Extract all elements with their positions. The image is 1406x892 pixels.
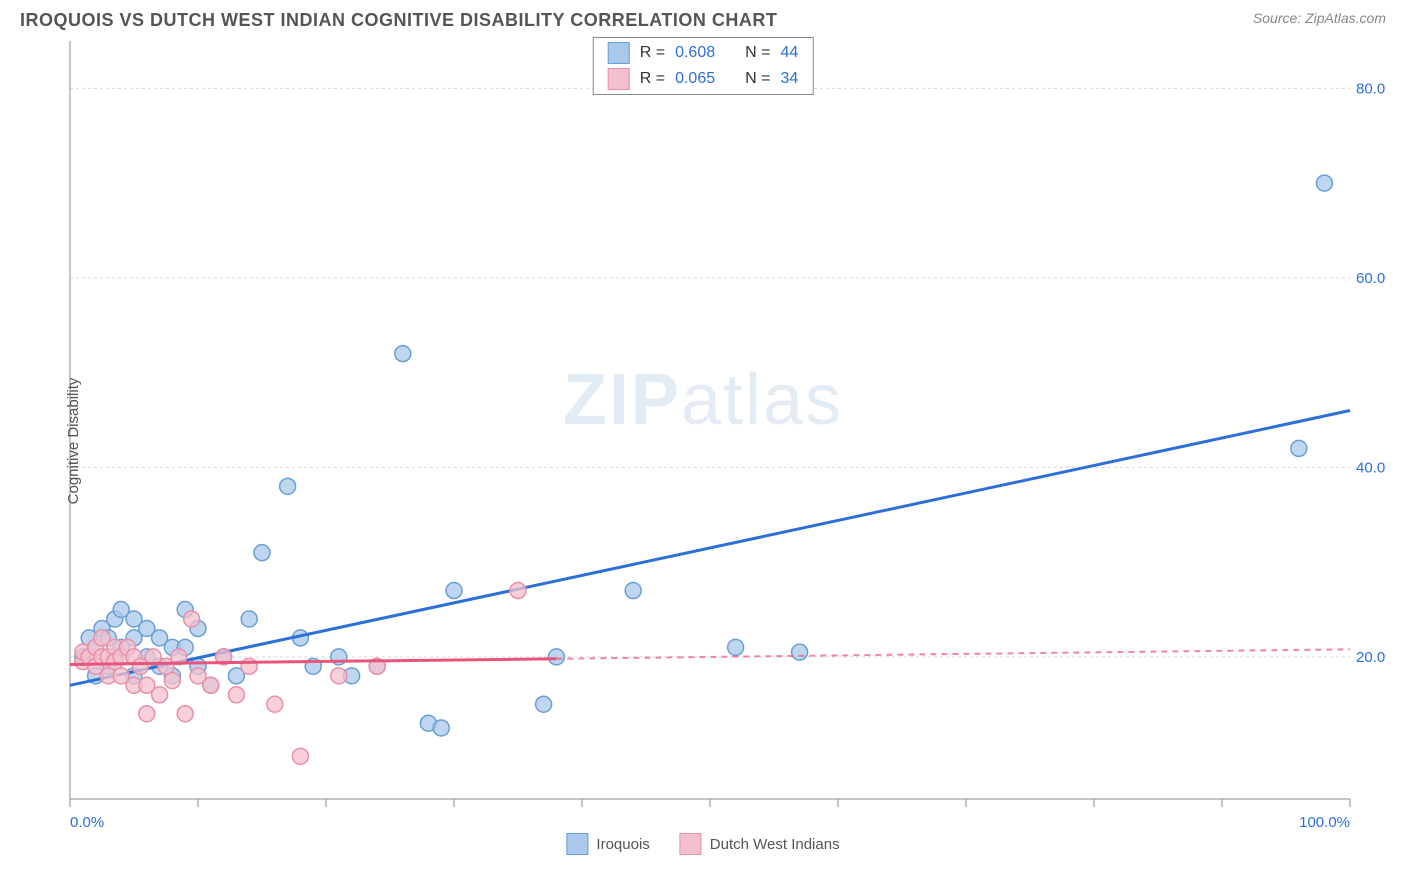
y-tick-label: 80.0% bbox=[1356, 80, 1386, 97]
data-point bbox=[267, 696, 283, 712]
data-point bbox=[254, 545, 270, 561]
y-tick-label: 20.0% bbox=[1356, 649, 1386, 666]
data-point bbox=[184, 611, 200, 627]
n-label: N = bbox=[745, 70, 770, 88]
series-legend-label: Dutch West Indians bbox=[710, 836, 840, 853]
stats-legend-row: R = 0.065 N = 34 bbox=[594, 66, 813, 92]
data-point bbox=[625, 583, 641, 599]
scatter-plot-svg: 0.0% 100.0% 20.0% 40.0% 60.0% 80.0% bbox=[20, 31, 1386, 851]
r-value: 0.065 bbox=[675, 70, 715, 88]
n-value: 44 bbox=[780, 44, 798, 62]
series-legend-item: Iroquois bbox=[566, 833, 649, 855]
n-value: 34 bbox=[780, 70, 798, 88]
data-point bbox=[280, 478, 296, 494]
data-point bbox=[446, 583, 462, 599]
data-point bbox=[292, 748, 308, 764]
y-tick-label: 60.0% bbox=[1356, 270, 1386, 287]
legend-swatch bbox=[608, 42, 630, 64]
series-legend-item: Dutch West Indians bbox=[680, 833, 840, 855]
r-value: 0.608 bbox=[675, 44, 715, 62]
data-point bbox=[164, 673, 180, 689]
legend-swatch bbox=[608, 68, 630, 90]
stats-legend-row: R = 0.608 N = 44 bbox=[594, 40, 813, 66]
data-point bbox=[228, 687, 244, 703]
chart-area: Cognitive Disability ZIPatlas 0.0%100.0%… bbox=[20, 31, 1386, 851]
x-tick-label: 100.0% bbox=[1299, 814, 1350, 831]
legend-swatch bbox=[566, 833, 588, 855]
data-point bbox=[510, 583, 526, 599]
r-label: R = bbox=[640, 70, 665, 88]
data-point bbox=[1316, 175, 1332, 191]
header: IROQUOIS VS DUTCH WEST INDIAN COGNITIVE … bbox=[0, 0, 1406, 31]
y-axis-label: Cognitive Disability bbox=[65, 378, 82, 505]
x-tick-label: 0.0% bbox=[70, 814, 104, 831]
series-legend-label: Iroquois bbox=[596, 836, 649, 853]
data-point bbox=[177, 706, 193, 722]
data-point bbox=[152, 687, 168, 703]
data-point bbox=[203, 677, 219, 693]
n-label: N = bbox=[745, 44, 770, 62]
source-attribution: Source: ZipAtlas.com bbox=[1253, 10, 1386, 26]
r-label: R = bbox=[640, 44, 665, 62]
data-point bbox=[395, 346, 411, 362]
data-point bbox=[241, 658, 257, 674]
data-point bbox=[728, 639, 744, 655]
legend-swatch bbox=[680, 833, 702, 855]
stats-legend-box: R = 0.608 N = 44 R = 0.065 N = 34 bbox=[593, 37, 814, 95]
data-point bbox=[548, 649, 564, 665]
chart-title: IROQUOIS VS DUTCH WEST INDIAN COGNITIVE … bbox=[20, 10, 777, 31]
data-point bbox=[241, 611, 257, 627]
series-legend: Iroquois Dutch West Indians bbox=[566, 833, 839, 855]
data-point bbox=[433, 720, 449, 736]
data-point bbox=[139, 706, 155, 722]
data-point bbox=[792, 644, 808, 660]
source-name: ZipAtlas.com bbox=[1305, 10, 1386, 26]
data-point bbox=[1291, 440, 1307, 456]
data-point bbox=[331, 668, 347, 684]
source-prefix: Source: bbox=[1253, 10, 1305, 26]
data-point bbox=[536, 696, 552, 712]
y-tick-label: 40.0% bbox=[1356, 459, 1386, 476]
